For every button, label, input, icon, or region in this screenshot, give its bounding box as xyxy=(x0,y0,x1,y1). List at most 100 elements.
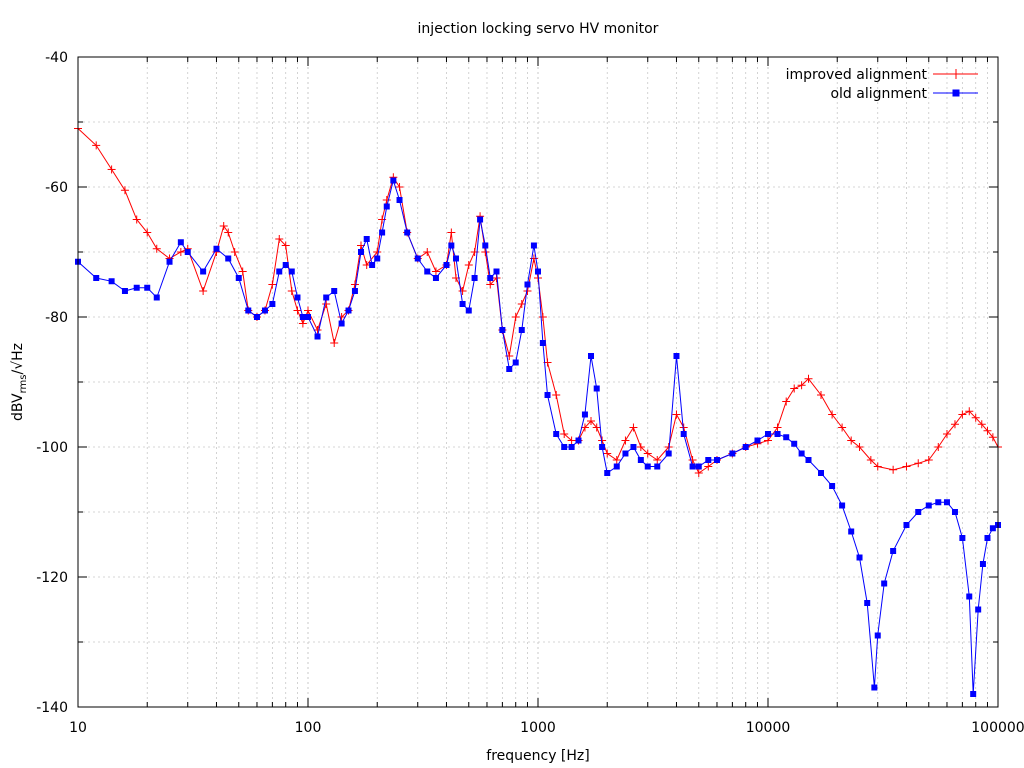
data-point xyxy=(637,457,644,463)
data-point xyxy=(383,203,390,210)
data-point xyxy=(323,294,330,301)
data-point xyxy=(613,463,620,470)
legend: improved alignment old alignment xyxy=(786,67,978,102)
y-tick-label: -60 xyxy=(45,180,68,196)
data-point xyxy=(224,228,233,237)
data-point xyxy=(448,242,455,249)
data-point xyxy=(630,444,637,450)
data-point xyxy=(838,423,847,432)
y-axis-label-sub: rms xyxy=(18,374,29,393)
data-point xyxy=(587,417,596,425)
data-point xyxy=(552,391,561,399)
data-point xyxy=(432,275,439,281)
y-axis-label-tail: /√Hz xyxy=(10,343,26,375)
data-point xyxy=(177,239,184,246)
data-point xyxy=(988,433,997,442)
data-point xyxy=(798,450,805,457)
data-point xyxy=(694,469,703,477)
data-point xyxy=(176,248,185,256)
data-point xyxy=(864,600,871,606)
data-point xyxy=(764,436,772,445)
data-point xyxy=(680,431,687,437)
data-point xyxy=(881,580,888,587)
data-point xyxy=(517,300,526,308)
data-point xyxy=(447,228,456,237)
data-point xyxy=(966,593,973,600)
data-point xyxy=(108,278,115,285)
data-point xyxy=(643,449,652,458)
data-point xyxy=(790,384,799,393)
data-point xyxy=(281,241,290,250)
data-point xyxy=(688,456,697,464)
data-point xyxy=(890,548,897,554)
data-point xyxy=(414,255,421,262)
data-point xyxy=(512,359,519,366)
data-point xyxy=(452,255,459,262)
data-point xyxy=(621,436,630,445)
series-line xyxy=(77,128,999,474)
data-point xyxy=(856,554,863,561)
data-point xyxy=(818,470,825,476)
data-point xyxy=(979,561,986,567)
data-point xyxy=(644,463,651,470)
data-point xyxy=(338,320,345,327)
data-point xyxy=(230,248,239,256)
data-point xyxy=(705,457,712,463)
data-point xyxy=(773,423,782,432)
data-point xyxy=(282,262,289,268)
data-point xyxy=(581,411,588,418)
data-point xyxy=(305,314,311,320)
data-point xyxy=(153,294,160,301)
data-point xyxy=(588,353,595,359)
data-point xyxy=(464,261,473,269)
data-point xyxy=(575,437,582,444)
data-point xyxy=(261,307,268,314)
x-tick-label: 1000 xyxy=(520,720,556,736)
data-point xyxy=(774,431,781,437)
data-point xyxy=(121,288,128,294)
data-point xyxy=(390,177,397,184)
data-point xyxy=(493,268,500,275)
data-point xyxy=(713,457,720,463)
data-point xyxy=(298,319,307,328)
data-point xyxy=(225,255,232,262)
data-point xyxy=(829,483,836,489)
grid-lines xyxy=(78,57,998,707)
data-point xyxy=(984,535,991,541)
data-point xyxy=(431,267,440,276)
data-point xyxy=(465,307,472,314)
data-point xyxy=(350,280,359,289)
data-point xyxy=(560,430,569,438)
data-point xyxy=(304,306,312,315)
data-point xyxy=(120,186,129,195)
data-point xyxy=(934,443,943,451)
data-point xyxy=(477,216,484,223)
data-point xyxy=(791,440,798,447)
data-point xyxy=(593,385,600,392)
data-point xyxy=(943,499,950,506)
data-point xyxy=(622,450,629,457)
data-point xyxy=(599,444,606,450)
data-point xyxy=(847,436,856,445)
data-point xyxy=(107,165,116,174)
data-point xyxy=(889,465,898,474)
data-point xyxy=(133,284,140,291)
data-point xyxy=(294,294,301,301)
data-point xyxy=(288,268,295,275)
data-point xyxy=(373,248,382,256)
data-point xyxy=(345,307,352,314)
data-point xyxy=(358,249,365,255)
y-axis-label: dBVrms/√Hz xyxy=(10,343,29,421)
y-tick-label: -40 xyxy=(45,50,68,66)
data-point xyxy=(275,235,284,243)
data-point xyxy=(314,333,321,340)
data-point xyxy=(351,288,358,294)
data-point xyxy=(245,307,252,314)
data-point xyxy=(458,287,467,295)
data-point xyxy=(924,456,933,464)
data-point xyxy=(871,684,878,691)
data-point xyxy=(424,268,431,275)
data-point xyxy=(331,288,338,294)
data-point xyxy=(592,423,601,432)
